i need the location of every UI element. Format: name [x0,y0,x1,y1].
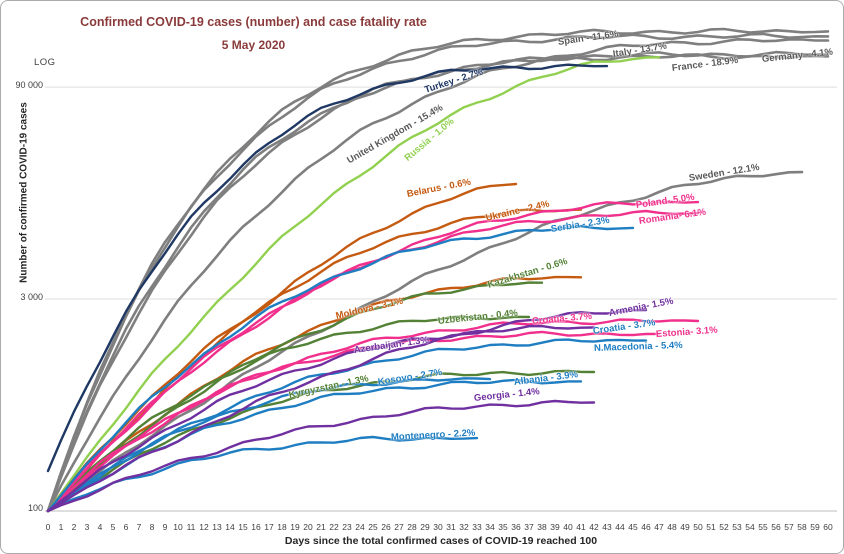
x-tick-54: 54 [745,522,755,532]
x-tick-2: 2 [71,522,77,532]
x-tick-52: 52 [719,522,729,532]
x-tick-31: 31 [446,522,456,532]
x-tick-57: 57 [784,522,794,532]
x-tick-18: 18 [277,522,287,532]
line-sweden [46,170,804,513]
x-tick-3: 3 [84,522,90,532]
line-italy [46,32,830,513]
x-tick-17: 17 [264,522,274,532]
x-tick-13: 13 [212,522,222,532]
x-tick-56: 56 [771,522,781,532]
x-tick-16: 16 [251,522,261,532]
x-tick-38: 38 [537,522,547,532]
x-tick-45: 45 [628,522,638,532]
line-georgia [46,399,596,513]
line-armenia [46,308,648,513]
x-tick-11: 11 [186,522,196,532]
line-moldova [46,275,583,513]
x-tick-29: 29 [420,522,430,532]
x-tick-37: 37 [524,522,534,532]
x-tick-6: 6 [123,522,129,532]
log-scale-label: LOG [34,57,56,68]
x-tick-55: 55 [758,522,768,532]
line-serbia [46,224,635,513]
x-tick-42: 42 [589,522,599,532]
x-tick-33: 33 [472,522,482,532]
x-tick-8: 8 [149,522,155,532]
line-croatia [46,318,700,513]
x-tick-46: 46 [641,522,651,532]
x-tick-30: 30 [433,522,443,532]
chart-title: Confirmed COVID-19 cases (number) and ca… [80,15,427,29]
x-tick-32: 32 [459,522,469,532]
x-tick-0: 0 [45,522,51,532]
x-tick-47: 47 [654,522,664,532]
x-tick-24: 24 [355,522,365,532]
x-tick-5: 5 [110,522,116,532]
line-uzbekistan [46,315,531,513]
x-tick-1: 1 [58,522,64,532]
x-tick-40: 40 [563,522,573,532]
line-united-kingdom [46,37,830,513]
line-kosovo [46,377,492,513]
x-tick-15: 15 [238,522,248,532]
line-ukraine [46,208,583,513]
x-tick-20: 20 [303,522,313,532]
x-tick-10: 10 [173,522,183,532]
x-tick-25: 25 [368,522,378,532]
x-tick-34: 34 [485,522,495,532]
x-tick-14: 14 [225,522,235,532]
x-tick-23: 23 [342,522,352,532]
x-tick-41: 41 [576,522,586,532]
x-tick-12: 12 [199,522,209,532]
line-turkey [46,63,609,473]
x-tick-35: 35 [498,522,508,532]
line-n-macedonia [46,338,648,513]
y-tick-100: 100 [27,503,43,513]
x-tick-58: 58 [797,522,807,532]
chart-subtitle: 5 May 2020 [221,38,286,52]
x-tick-21: 21 [316,522,326,532]
x-tick-9: 9 [162,522,168,532]
x-tick-19: 19 [290,522,300,532]
x-tick-43: 43 [602,522,612,532]
line-estonia [46,330,661,513]
y-tick-3000: 3 000 [20,292,43,302]
x-tick-4: 4 [97,522,103,532]
x-tick-36: 36 [511,522,521,532]
line-kazakhstan [46,281,544,513]
x-tick-48: 48 [667,522,677,532]
x-tick-59: 59 [810,522,820,532]
x-tick-44: 44 [615,522,625,532]
line-russia [46,56,661,513]
x-tick-51: 51 [706,522,716,532]
x-tick-60: 60 [823,522,833,532]
y-tick-90000: 90 000 [15,80,43,90]
x-tick-26: 26 [381,522,391,532]
line-azerbaijan [46,324,596,513]
x-tick-50: 50 [693,522,703,532]
x-tick-22: 22 [329,522,339,532]
x-tick-53: 53 [732,522,742,532]
x-tick-39: 39 [550,522,560,532]
x-tick-27: 27 [394,522,404,532]
x-tick-28: 28 [407,522,417,532]
x-tick-49: 49 [680,522,690,532]
x-tick-7: 7 [136,522,142,532]
x-axis-title: Days since the total confirmed cases of … [284,535,598,547]
y-axis-title: Number of confirmed COVID-19 cases [18,102,30,283]
